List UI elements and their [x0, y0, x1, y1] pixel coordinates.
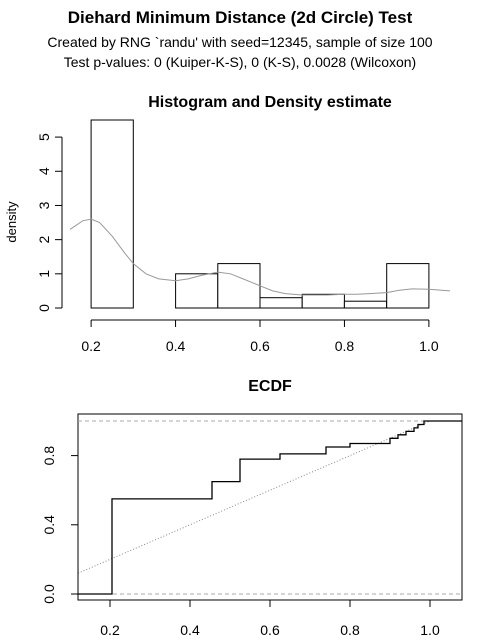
page-title: Diehard Minimum Distance (2d Circle) Tes… — [67, 8, 413, 27]
histogram-title: Histogram and Density estimate — [148, 94, 392, 111]
histogram-bar — [343, 300, 388, 309]
density-curve — [69, 218, 451, 296]
histogram-y-tick-label: 3 — [36, 201, 52, 209]
histogram-bars — [90, 119, 430, 309]
histogram-bar — [90, 119, 134, 309]
histogram-x-axis: 0.2 0.4 0.6 0.8 1.0 — [81, 319, 439, 354]
ecdf-x-tick-label: 0.4 — [180, 622, 200, 638]
ecdf-y-tick-label: 0.4 — [41, 515, 57, 535]
ecdf-x-tick-label: 1.0 — [420, 622, 440, 638]
subtitle-pvalues: Test p-values: 0 (Kuiper-K-S), 0 (K-S), … — [63, 54, 417, 70]
histogram-x-tick-label: 1.0 — [419, 338, 439, 354]
histogram-x-tick-label: 0.4 — [166, 338, 186, 354]
histogram-bar — [386, 263, 430, 309]
histogram-panel: Histogram and Density estimate density 0… — [4, 94, 451, 354]
histogram-y-tick-label: 0 — [36, 304, 52, 312]
histogram-x-tick-label: 0.8 — [335, 338, 355, 354]
histogram-x-tick-label: 0.2 — [81, 338, 101, 354]
ecdf-plot-frame — [77, 413, 463, 601]
ecdf-x-axis: 0.2 0.4 0.6 0.8 1.0 — [100, 599, 440, 638]
ecdf-y-axis: 0.0 0.4 0.8 — [41, 446, 79, 604]
histogram-y-tick-label: 4 — [36, 167, 52, 175]
histogram-y-tick-label: 5 — [36, 133, 52, 141]
ecdf-x-tick-label: 0.2 — [100, 622, 120, 638]
ecdf-y-tick-label: 0.0 — [41, 584, 57, 604]
histogram-bar — [259, 297, 303, 309]
ecdf-x-tick-label: 0.6 — [260, 622, 280, 638]
ecdf-x-tick-label: 0.8 — [340, 622, 360, 638]
histogram-bar — [175, 273, 219, 309]
ecdf-uniform-diagonal — [77, 420, 431, 574]
histogram-y-tick-label: 2 — [36, 236, 52, 244]
histogram-y-axis: 0 1 2 3 4 5 — [36, 133, 63, 312]
histogram-y-tick-label: 1 — [36, 270, 52, 278]
histogram-bar — [217, 263, 261, 309]
ecdf-panel: ECDF 0.2 0.4 0.6 0.8 1.0 0.0 0.4 0.8 — [41, 378, 463, 638]
histogram-x-tick-label: 0.6 — [250, 338, 270, 354]
ecdf-y-tick-label: 0.8 — [41, 446, 57, 466]
ecdf-step-line — [78, 420, 462, 595]
ecdf-reference-lines — [78, 420, 462, 595]
histogram-bar — [301, 293, 345, 309]
ecdf-title: ECDF — [248, 378, 292, 395]
histogram-y-axis-label: density — [4, 201, 19, 243]
subtitle-rng: Created by RNG `randu' with seed=12345, … — [47, 34, 433, 50]
